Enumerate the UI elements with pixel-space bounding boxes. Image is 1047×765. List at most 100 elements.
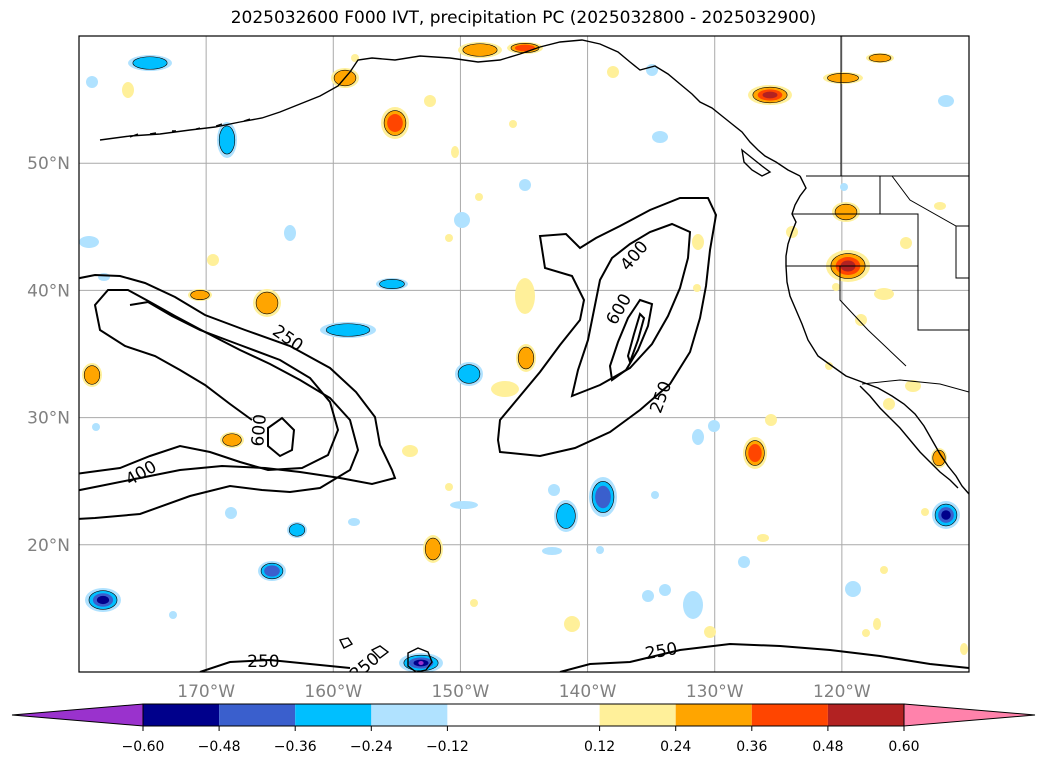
vancouver-island	[741, 148, 772, 177]
precip-cell	[86, 76, 98, 88]
colorbar-tick-label: −0.36	[274, 739, 317, 755]
ivt-contours	[79, 197, 969, 672]
state-border-id	[879, 176, 919, 266]
ivt-inner-east	[626, 312, 646, 366]
lat-tick-label: 50°N	[27, 154, 70, 174]
lat-tick-label: 30°N	[27, 409, 70, 429]
lat-tick-label: 20°N	[27, 536, 70, 556]
colorbar-segment	[219, 704, 296, 726]
colorbar-segment	[751, 704, 828, 726]
ivt-600-east	[608, 298, 654, 382]
ivt-400-east	[570, 222, 692, 398]
precip-cell	[960, 643, 968, 655]
baja-coast	[859, 385, 959, 489]
precip-cell	[825, 362, 833, 370]
colorbar-segment	[827, 704, 904, 726]
precip-cell	[348, 518, 360, 526]
ivt-inner-west	[267, 416, 296, 458]
ivt-250-east	[496, 197, 718, 458]
precip-cell	[169, 611, 177, 619]
us-mexico-border	[861, 379, 969, 393]
ivt-600-west	[79, 300, 340, 475]
precip-cell	[862, 629, 870, 637]
precip-cell	[190, 290, 210, 300]
hawaii-maui	[370, 645, 390, 659]
colorbar-tick-label: 0.60	[888, 739, 919, 755]
axis-labels: 170°W 160°W 150°W 140°W 130°W 120°W 20°N 30°N 40…	[27, 154, 871, 702]
precip-cell	[832, 283, 840, 291]
precip-cell	[542, 547, 562, 555]
precip-cell	[255, 291, 279, 315]
precip-cell	[905, 380, 921, 392]
colorbar-tick-label: 0.48	[812, 739, 843, 755]
precip-cell	[462, 43, 498, 57]
precip-cell	[941, 510, 951, 520]
precip-cell	[284, 225, 296, 241]
colorbar-extend-low	[11, 703, 144, 727]
precip-cell	[827, 73, 859, 83]
colorbar-segment	[143, 704, 220, 726]
precip-cell	[921, 508, 929, 516]
precip-cell	[491, 381, 519, 397]
colorbar-tick-label: −0.12	[426, 739, 469, 755]
precip-cell	[934, 202, 946, 210]
precip-cell	[652, 131, 668, 143]
precip-cell	[692, 234, 704, 250]
coastlines	[99, 39, 969, 672]
precip-cell	[418, 661, 424, 665]
precip-cell	[880, 566, 888, 574]
precip-cell	[454, 212, 470, 228]
colorbar: −0.60 −0.48 −0.36 −0.24 −0.12 0.12 0.24 0.36 0.4…	[11, 703, 1036, 755]
precip-cell	[556, 503, 576, 529]
precip-cell	[92, 423, 100, 431]
colorbar-tick-label: 0.36	[736, 739, 767, 755]
precip-cell	[122, 82, 134, 98]
precip-cell	[475, 193, 483, 201]
precip-cell	[596, 546, 604, 554]
precip-cell	[351, 54, 359, 62]
precip-cell	[900, 237, 912, 249]
precip-cell	[83, 365, 101, 385]
precip-cell	[519, 179, 531, 191]
precip-cell	[402, 445, 418, 457]
hawaii-oahu	[338, 637, 354, 649]
precip-cell	[424, 95, 436, 107]
precip-cell	[748, 444, 762, 462]
lon-tick-label: 160°W	[304, 682, 362, 702]
map-frame	[78, 35, 970, 673]
colorbar-frame	[142, 703, 905, 727]
precip-cell	[225, 507, 237, 519]
state-border-mt	[891, 175, 969, 227]
ivt-250-south	[199, 658, 351, 672]
hawaii-big-island	[407, 647, 433, 672]
precip-cell	[218, 125, 236, 155]
precip-cell	[264, 565, 280, 577]
state-border-ca-nv	[839, 266, 907, 367]
colorbar-tick-label: −0.48	[198, 739, 241, 755]
precip-cell	[517, 346, 535, 370]
precip-cell	[651, 491, 659, 499]
precip-cell	[874, 288, 894, 300]
precip-cell	[738, 556, 750, 568]
precip-cell	[451, 146, 459, 158]
precip-cell	[834, 203, 858, 221]
precip-cell	[450, 501, 478, 509]
ivt-400-west	[79, 289, 360, 520]
colorbar-segment	[295, 704, 372, 726]
precip-cell	[445, 234, 453, 242]
lon-tick-label: 170°W	[177, 682, 235, 702]
precip-cell	[646, 64, 658, 76]
aleutians	[129, 118, 251, 138]
precip-cell	[762, 91, 778, 99]
colorbar-segment	[371, 704, 448, 726]
precip-cell	[840, 183, 848, 191]
precip-cell	[855, 314, 867, 326]
precip-cell	[607, 66, 619, 78]
colorbar-segment	[599, 704, 676, 726]
precip-cell	[845, 581, 861, 597]
precip-cell	[595, 485, 611, 509]
map-title: 2025032600 F000 IVT, precipitation PC (2…	[230, 8, 817, 28]
precip-cell	[387, 114, 403, 132]
